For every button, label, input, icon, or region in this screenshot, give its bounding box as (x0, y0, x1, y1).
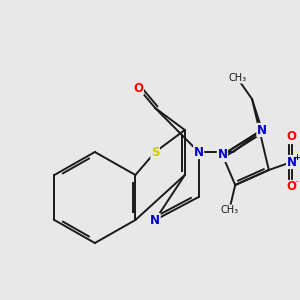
Text: S: S (151, 146, 159, 158)
Text: N: N (218, 148, 227, 161)
Text: CH₃: CH₃ (220, 205, 238, 215)
Text: N: N (194, 146, 204, 158)
Text: +: + (293, 154, 300, 163)
Text: O: O (286, 130, 297, 143)
Text: O: O (286, 181, 297, 194)
Text: CH₃: CH₃ (228, 73, 246, 83)
Text: N: N (150, 214, 160, 226)
Text: N: N (257, 124, 267, 136)
Text: N: N (286, 155, 297, 169)
Text: ⁻: ⁻ (294, 178, 299, 188)
Text: O: O (134, 82, 143, 94)
